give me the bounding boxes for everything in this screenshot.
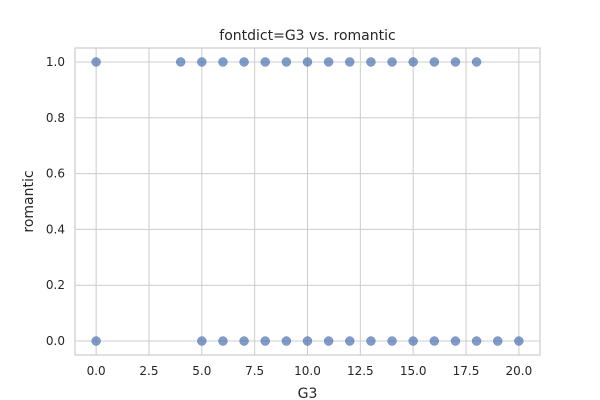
- scatter-point: [366, 57, 376, 67]
- scatter-point: [471, 57, 482, 67]
- scatter-point: [197, 57, 207, 67]
- chart-title: fontdict=G3 vs. romantic: [219, 28, 395, 44]
- scatter-point: [408, 57, 418, 67]
- y-tick-label: 0.6: [46, 167, 65, 181]
- x-tick-label: 0.0: [87, 364, 106, 378]
- scatter-point: [302, 57, 313, 67]
- y-tick-label: 1.0: [46, 55, 65, 69]
- x-tick-label: 10.0: [294, 364, 321, 378]
- scatter-point: [366, 336, 376, 346]
- x-tick-labels: 0.0 2.5 5.0 7.5 10.0 12.5 15.0 17.5 20.0: [87, 364, 533, 378]
- x-tick-label: 2.5: [139, 364, 158, 378]
- scatter-point: [408, 336, 418, 346]
- scatter-point: [492, 336, 503, 346]
- scatter-point: [323, 336, 334, 346]
- y-tick-label: 0.2: [46, 278, 65, 292]
- y-tick-label: 0.8: [46, 111, 65, 125]
- points-layer: [91, 57, 524, 346]
- scatter-point: [197, 336, 207, 346]
- scatter-point: [429, 336, 440, 346]
- scatter-point: [302, 336, 313, 346]
- scatter-point: [175, 57, 186, 67]
- x-tick-label: 15.0: [400, 364, 427, 378]
- scatter-point: [281, 336, 292, 346]
- scatter-point: [345, 336, 355, 346]
- scatter-point: [239, 57, 249, 67]
- grid-layer: [75, 48, 540, 355]
- scatter-point: [218, 336, 228, 346]
- scatter-point: [387, 57, 397, 67]
- x-tick-label: 20.0: [506, 364, 533, 378]
- scatter-point: [281, 57, 292, 67]
- y-axis-label: romantic: [21, 170, 37, 232]
- x-tick-label: 17.5: [453, 364, 480, 378]
- scatter-point: [260, 57, 270, 67]
- scatter-point: [218, 57, 228, 67]
- scatter-point: [239, 336, 249, 346]
- x-tick-label: 12.5: [347, 364, 374, 378]
- scatter-point: [91, 336, 101, 346]
- x-axis-label: G3: [298, 386, 318, 400]
- scatter-point: [514, 336, 524, 346]
- scatter-point: [323, 57, 334, 67]
- scatter-point: [429, 57, 440, 67]
- scatter-point: [345, 57, 355, 67]
- y-tick-label: 0.0: [46, 334, 65, 348]
- scatter-point: [450, 336, 461, 346]
- y-tick-label: 0.4: [46, 222, 65, 236]
- scatter-point: [471, 336, 482, 346]
- scatter-point: [387, 336, 397, 346]
- scatter-point: [260, 336, 270, 346]
- y-tick-labels: 0.0 0.2 0.4 0.6 0.8 1.0: [46, 55, 65, 348]
- plot-frame: [74, 47, 541, 356]
- scatter-point: [450, 57, 461, 67]
- x-tick-label: 7.5: [245, 364, 264, 378]
- scatter-point: [91, 57, 101, 67]
- x-tick-label: 5.0: [192, 364, 211, 378]
